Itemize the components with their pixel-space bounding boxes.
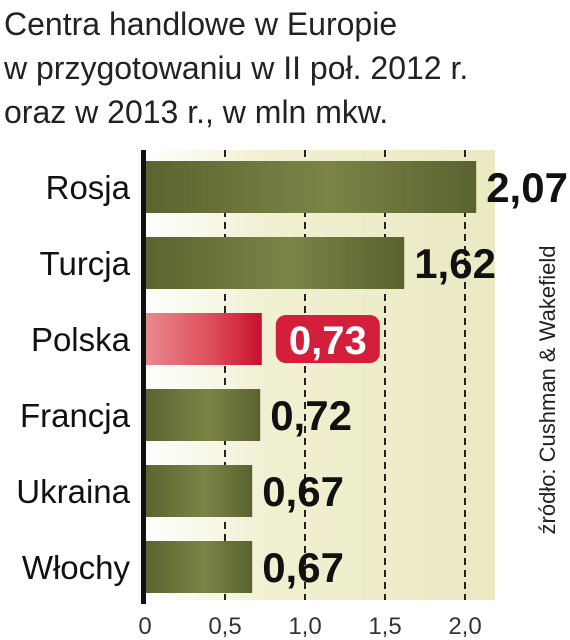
- x-tick-label: 2,0: [448, 613, 481, 640]
- category-label: Turcja: [40, 245, 131, 282]
- category-label: Włochy: [22, 549, 131, 586]
- bar-polska: [145, 313, 262, 365]
- x-tick-label: 1,5: [368, 613, 401, 640]
- value-label: 1,62: [414, 240, 496, 287]
- title-line-2: w przygotowaniu w II poł. 2012 r.: [4, 50, 469, 86]
- plot-background: [145, 150, 495, 600]
- category-label: Polska: [31, 321, 131, 358]
- chart-title: Centra handlowe w Europie w przygotowani…: [4, 2, 564, 134]
- value-badge: [275, 315, 380, 363]
- value-label: 0,67: [262, 468, 344, 515]
- value-label: 2,07: [486, 164, 568, 211]
- bar-rosja: [145, 161, 477, 213]
- value-label: 0,73: [289, 319, 367, 363]
- y-axis-line: [141, 150, 146, 604]
- category-label: Rosja: [46, 169, 131, 206]
- category-label: Ukraina: [16, 473, 130, 510]
- category-label: Francja: [20, 397, 131, 434]
- title-line-3: oraz w 2013 r., w mln mkw.: [4, 94, 389, 130]
- source-note: źródło: Cushman & Wakefield: [535, 245, 560, 535]
- x-tick-label: 0: [138, 613, 151, 640]
- value-label: 0,67: [262, 544, 344, 591]
- x-tick-label: 1,0: [288, 613, 321, 640]
- value-label: 0,72: [270, 392, 352, 439]
- bar-włochy: [145, 541, 253, 593]
- title-line-1: Centra handlowe w Europie: [4, 6, 398, 42]
- bar-ukraina: [145, 465, 253, 517]
- bar-francja: [145, 389, 261, 441]
- bar-turcja: [145, 237, 405, 289]
- x-tick-label: 0,5: [208, 613, 241, 640]
